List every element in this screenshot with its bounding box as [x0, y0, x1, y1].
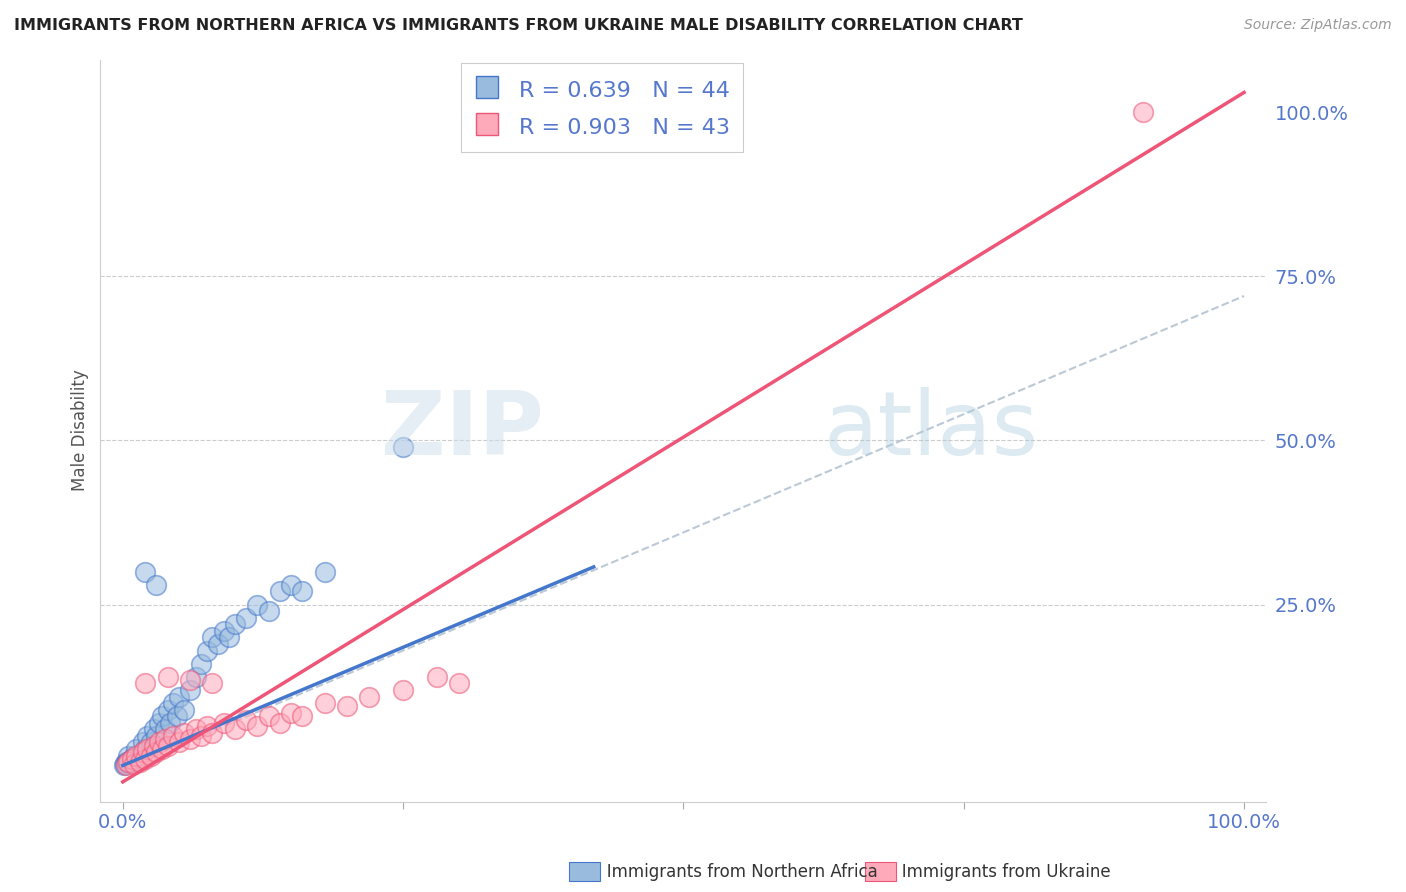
Point — [132, 745, 155, 759]
Text: atlas: atlas — [824, 387, 1039, 474]
Point — [159, 715, 181, 730]
Point — [134, 565, 156, 579]
Point — [190, 657, 212, 671]
Point — [195, 719, 218, 733]
Point — [167, 735, 190, 749]
Point — [143, 739, 166, 753]
Point — [150, 742, 173, 756]
Point — [280, 706, 302, 720]
Point — [145, 745, 167, 759]
Point — [143, 723, 166, 737]
Point — [218, 631, 240, 645]
Point — [184, 670, 207, 684]
Point — [134, 676, 156, 690]
Point — [235, 611, 257, 625]
Legend: R = 0.639   N = 44, R = 0.903   N = 43: R = 0.639 N = 44, R = 0.903 N = 43 — [461, 63, 742, 153]
Point — [392, 440, 415, 454]
Point — [280, 578, 302, 592]
Point — [235, 713, 257, 727]
Point — [134, 752, 156, 766]
Point — [156, 703, 179, 717]
Point — [167, 690, 190, 704]
Point — [117, 755, 139, 769]
Text: Source: ZipAtlas.com: Source: ZipAtlas.com — [1244, 18, 1392, 32]
Y-axis label: Male Disability: Male Disability — [72, 369, 89, 491]
Point — [201, 725, 224, 739]
Point — [156, 670, 179, 684]
Point — [148, 715, 170, 730]
Point — [392, 683, 415, 698]
Text: ZIP: ZIP — [381, 387, 544, 474]
Point — [115, 755, 138, 769]
Point — [184, 723, 207, 737]
Point — [314, 565, 336, 579]
Point — [134, 742, 156, 756]
Point — [132, 735, 155, 749]
Point — [117, 755, 139, 769]
Point — [246, 719, 269, 733]
Text: Immigrants from Ukraine: Immigrants from Ukraine — [886, 863, 1111, 881]
Point — [136, 729, 159, 743]
Point — [246, 598, 269, 612]
Point — [195, 643, 218, 657]
Point — [179, 683, 201, 698]
Point — [128, 748, 150, 763]
Point — [155, 723, 177, 737]
Point — [269, 584, 291, 599]
Point — [1132, 105, 1154, 120]
Point — [128, 755, 150, 769]
Point — [145, 729, 167, 743]
Point — [179, 732, 201, 747]
Point — [156, 739, 179, 753]
Point — [336, 699, 359, 714]
Point — [125, 742, 148, 756]
Point — [257, 709, 280, 723]
Point — [166, 709, 188, 723]
Point — [148, 735, 170, 749]
Text: Immigrants from Northern Africa: Immigrants from Northern Africa — [591, 863, 877, 881]
Point — [179, 673, 201, 687]
Point — [162, 729, 184, 743]
Text: IMMIGRANTS FROM NORTHERN AFRICA VS IMMIGRANTS FROM UKRAINE MALE DISABILITY CORRE: IMMIGRANTS FROM NORTHERN AFRICA VS IMMIG… — [14, 18, 1024, 33]
Point — [224, 617, 246, 632]
Point — [155, 732, 177, 747]
Point — [207, 637, 229, 651]
Point — [173, 703, 195, 717]
Point — [120, 755, 142, 769]
Point — [190, 729, 212, 743]
Point — [122, 756, 145, 771]
Point — [145, 578, 167, 592]
Point — [121, 752, 143, 766]
Point — [162, 696, 184, 710]
Point — [122, 748, 145, 763]
Point — [291, 584, 314, 599]
Point — [212, 715, 235, 730]
Point — [112, 758, 135, 772]
Point — [314, 696, 336, 710]
Point — [117, 748, 139, 763]
Point — [121, 752, 143, 766]
Point — [291, 709, 314, 723]
Point — [269, 715, 291, 730]
Point — [173, 725, 195, 739]
Point — [150, 709, 173, 723]
Point — [201, 631, 224, 645]
Point — [212, 624, 235, 638]
Point — [257, 604, 280, 618]
Point — [359, 690, 381, 704]
Point — [114, 756, 136, 771]
Point — [426, 670, 449, 684]
Point — [201, 676, 224, 690]
Point — [449, 676, 471, 690]
Point — [224, 723, 246, 737]
Point — [115, 758, 138, 772]
Point — [136, 742, 159, 756]
Point — [125, 748, 148, 763]
Point — [139, 748, 162, 763]
Point — [139, 735, 162, 749]
